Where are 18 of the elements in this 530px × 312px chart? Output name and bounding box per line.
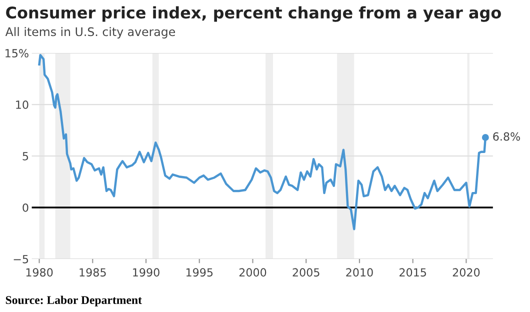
x-tick-label: 1995 [186, 268, 213, 277]
chart-title: Consumer price index, percent change from a year ago [6, 6, 501, 22]
x-tick-label: 2020 [452, 268, 480, 277]
data-label: 6.8% [493, 132, 520, 141]
y-tick-label: 10 [16, 100, 28, 109]
y-tick-label: −5 [14, 255, 28, 264]
y-tick-label: 5 [22, 152, 28, 160]
x-tick-label: 2000 [239, 268, 266, 277]
x-tick-label: 1990 [133, 268, 160, 277]
x-tick-label: 2015 [400, 268, 426, 277]
x-tick-label: 2005 [292, 268, 320, 277]
chart-subtitle: All items in U.S. city average [5, 27, 176, 38]
x-tick-label: 1980 [26, 268, 53, 277]
y-tick-label: 15% [6, 49, 28, 58]
x-tick-label: 1985 [80, 268, 106, 277]
source-note: Source: Labor Department [6, 296, 142, 306]
x-tick-label: 2010 [346, 268, 373, 277]
y-tick-label: 0 [22, 203, 28, 212]
